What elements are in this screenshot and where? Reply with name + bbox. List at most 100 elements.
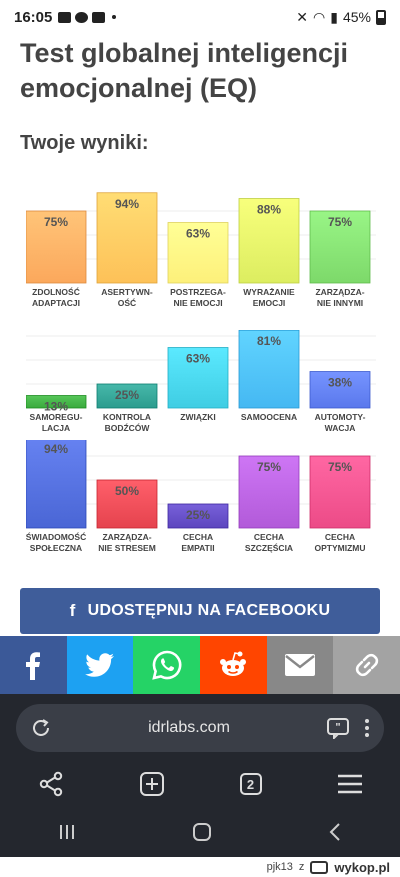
bar-category-label: CECHA [254,532,284,542]
bar-value-label: 94% [115,197,139,211]
facebook-icon [26,652,41,680]
share-bar [0,636,400,694]
status-time: 16:05 [14,8,53,26]
mute-icon: ✕ [296,8,309,25]
more-options-icon[interactable] [364,717,370,739]
chart-row-1: 75% ZDOLNOŚĆ ADAPTACJI 94% ASERTYWN- OŚĆ 63% PO… [26,188,376,313]
bar [26,210,87,284]
link-icon [355,653,378,677]
bar-category-label: CECHA [325,532,355,542]
wykop-logo-icon [310,860,329,874]
bar-value-label: 88% [257,203,281,217]
bar-value-label: 63% [186,227,210,241]
bar-value-label: 25% [115,388,139,402]
bar-category-label: LACJA [42,423,70,433]
signal-icon: ▮ [330,8,338,25]
back-icon[interactable] [328,822,342,842]
message-icon [75,11,89,23]
reload-icon[interactable] [30,717,52,739]
bar [167,222,229,284]
bar [96,192,158,284]
bar-category-label: SAMOOCENA [241,412,297,422]
bar-category-label: ZARZĄDZA- [315,287,364,297]
bar [167,347,229,409]
chart-row-3: 94% ŚWIADOMOŚĆ SPOŁECZNA 50% ZARZĄDZA- NIE ST… [26,440,376,558]
url-bar[interactable]: idrlabs.com " [16,704,384,752]
tab-count-button[interactable]: 2 [239,773,262,795]
svg-text:": " [335,722,340,734]
share-email[interactable] [266,636,334,694]
browser-chrome: idrlabs.com " 2 [0,694,400,877]
android-nav-bar [0,812,400,852]
share-facebook[interactable] [0,636,67,694]
share-facebook-label: UDOSTĘPNIJ NA FACEBOOKU [87,602,331,619]
bar-value-label: 81% [257,334,281,348]
bar [238,330,300,409]
bar [238,198,300,284]
footer-brand: wykop.pl [334,859,390,875]
bar-category-label: ASERTYWN- [101,287,153,297]
url-text[interactable]: idrlabs.com [148,719,230,736]
battery-percent: 45% [342,9,371,25]
more-notifications-icon [112,15,117,19]
bar [96,383,158,409]
share-twitter[interactable] [66,636,134,694]
wifi-icon: ◠ [313,8,326,25]
footer-connector: z [298,861,305,873]
bar-category-label: SAMOREGU- [30,412,83,422]
bar-category-label: ŚWIADOMOŚĆ [26,531,86,542]
bar [96,479,158,529]
bar-category-label: OPTYMIZMU [315,543,366,553]
chart-row-2: 13% SAMOREGU- LACJA 25% KONTROLA BODŹCÓW 63% ZW… [26,330,376,438]
notification-icons [58,11,117,23]
bar-value-label: 94% [44,442,68,456]
bar-category-label: NIE EMOCJI [173,298,222,308]
facebook-icon: f [69,601,76,620]
email-icon [285,654,316,676]
bar-category-label: KONTROLA [103,412,151,422]
bar-value-label: 75% [328,215,352,229]
bar-value-label: 25% [186,508,210,522]
share-link[interactable] [333,636,400,694]
bar-category-label: POSTRZEGA- [170,287,226,297]
gmail-icon [92,11,106,23]
youtube-icon [58,11,72,23]
reddit-icon [220,651,247,676]
share-whatsapp[interactable] [133,636,201,694]
share-facebook-button[interactable]: f UDOSTĘPNIJ NA FACEBOOKU [20,588,380,634]
menu-icon[interactable] [337,773,363,795]
status-bar: 16:05 ✕ ◠ ▮ 45% [0,0,400,34]
bar [26,395,87,409]
bar [26,440,87,529]
battery-icon [376,9,386,25]
bar-category-label: ZARZĄDZA- [102,532,151,542]
bar-category-label: ZDOLNOŚĆ [32,286,80,297]
bar [309,455,371,529]
bar-value-label: 13% [44,400,68,414]
bar-category-label: BODŹCÓW [105,422,151,433]
page-title: Test globalnej inteligencji emocjonalnej… [20,38,349,103]
bar-category-label: WACJA [325,423,356,433]
quote-icon[interactable]: " [326,717,350,739]
bar-value-label: 38% [328,376,352,390]
bar-category-label: ZWIĄZKI [180,412,215,422]
bar [238,455,300,529]
bar-category-label: ADAPTACJI [32,298,80,308]
home-icon[interactable] [192,822,212,842]
bar-value-label: 63% [186,352,210,366]
share-icon[interactable] [38,771,64,797]
bar [309,371,371,409]
browser-toolbar: 2 [0,764,400,804]
bar-value-label: 75% [44,215,68,229]
twitter-icon [85,653,114,677]
bar-value-label: 50% [115,484,139,498]
share-reddit[interactable] [200,636,267,694]
bar-category-label: EMOCJI [253,298,286,308]
recent-apps-icon[interactable] [58,823,76,841]
new-tab-icon[interactable] [139,771,165,797]
bar-category-label: AUTOMOTY- [315,412,366,422]
bar-category-label: SZCZĘŚCIA [245,542,293,553]
